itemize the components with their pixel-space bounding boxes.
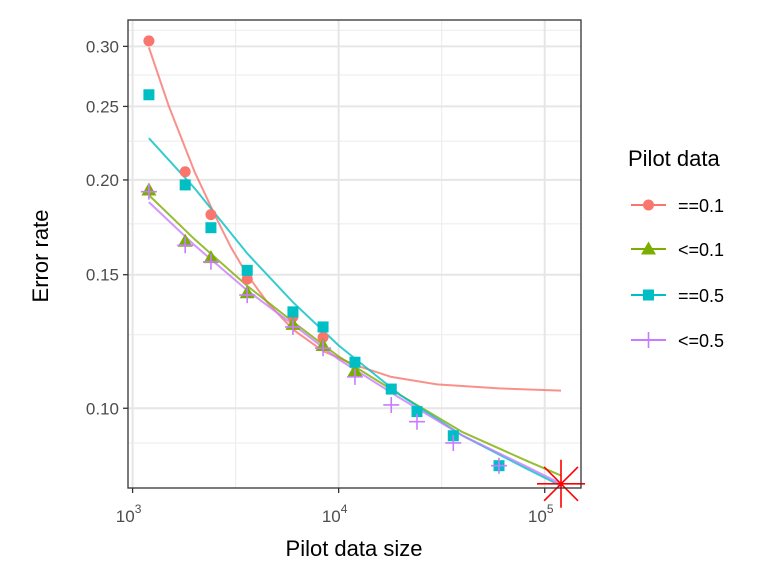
x-axis-title: Pilot data size [286,536,423,561]
legend-label: <=0.5 [678,331,724,351]
legend-label: ==0.5 [678,286,724,306]
data-point-square [241,264,253,276]
legend-title: Pilot data [628,146,720,171]
y-tick-label: 0.10 [86,399,119,418]
data-point-plus [346,368,363,385]
panel-frame [127,19,582,489]
data-point-square [205,222,217,234]
legend: Pilot data ==0.1 <=0.1 ==0.5 <=0.5 [628,146,724,351]
data-point-square [317,321,329,333]
legend-label: <=0.1 [678,240,724,260]
data-point-plus [491,457,507,474]
x-tick-label: 103 [116,502,142,526]
data-point-square [349,356,361,368]
y-tick-label: 0.25 [86,97,119,116]
data-point-plus [445,434,462,451]
data-point-square [143,89,155,101]
data-point-plus [383,396,400,413]
plot-border [127,19,582,489]
x-tick-label: 105 [528,502,554,526]
data-point-plus [284,318,301,335]
data-point-circle [205,209,217,221]
data-point-circle [179,166,191,178]
data-point-plus [177,237,194,254]
legend-key-marker-circle [643,199,654,211]
data-point-plus [202,253,219,270]
data-point-circle [143,35,155,47]
highlight-star-mark [537,459,585,508]
data-point-circle [241,273,253,285]
data-point-square [287,306,299,318]
data-point-square [411,406,423,418]
y-tick-label: 0.15 [86,266,119,285]
x-axis-ticks: 103 104 105 [116,488,554,526]
data-point-square [179,179,191,191]
y-tick-label: 0.20 [86,171,119,190]
y-tick-label: 0.30 [86,37,119,56]
y-axis-title: Error rate [28,210,53,303]
y-axis-ticks: 0.10 0.15 0.20 0.25 0.30 [86,37,128,418]
data-point-circle [317,331,329,343]
data-point-plus [239,287,256,304]
legend-key-marker-plus [640,332,657,348]
x-tick-label: 104 [322,502,348,526]
data-point-plus [140,183,157,200]
legend-label: ==0.1 [678,196,724,216]
data-point-plus [408,413,425,430]
data-points [140,35,507,474]
legend-key-marker-square [643,289,654,301]
legend-key-marker-triangle [641,241,656,255]
panel-background [128,20,581,488]
data-point-square [385,383,397,395]
highlight-star [537,459,585,508]
plot-panel [128,20,581,488]
grid-lines [128,20,581,488]
data-point-plus [315,340,332,357]
